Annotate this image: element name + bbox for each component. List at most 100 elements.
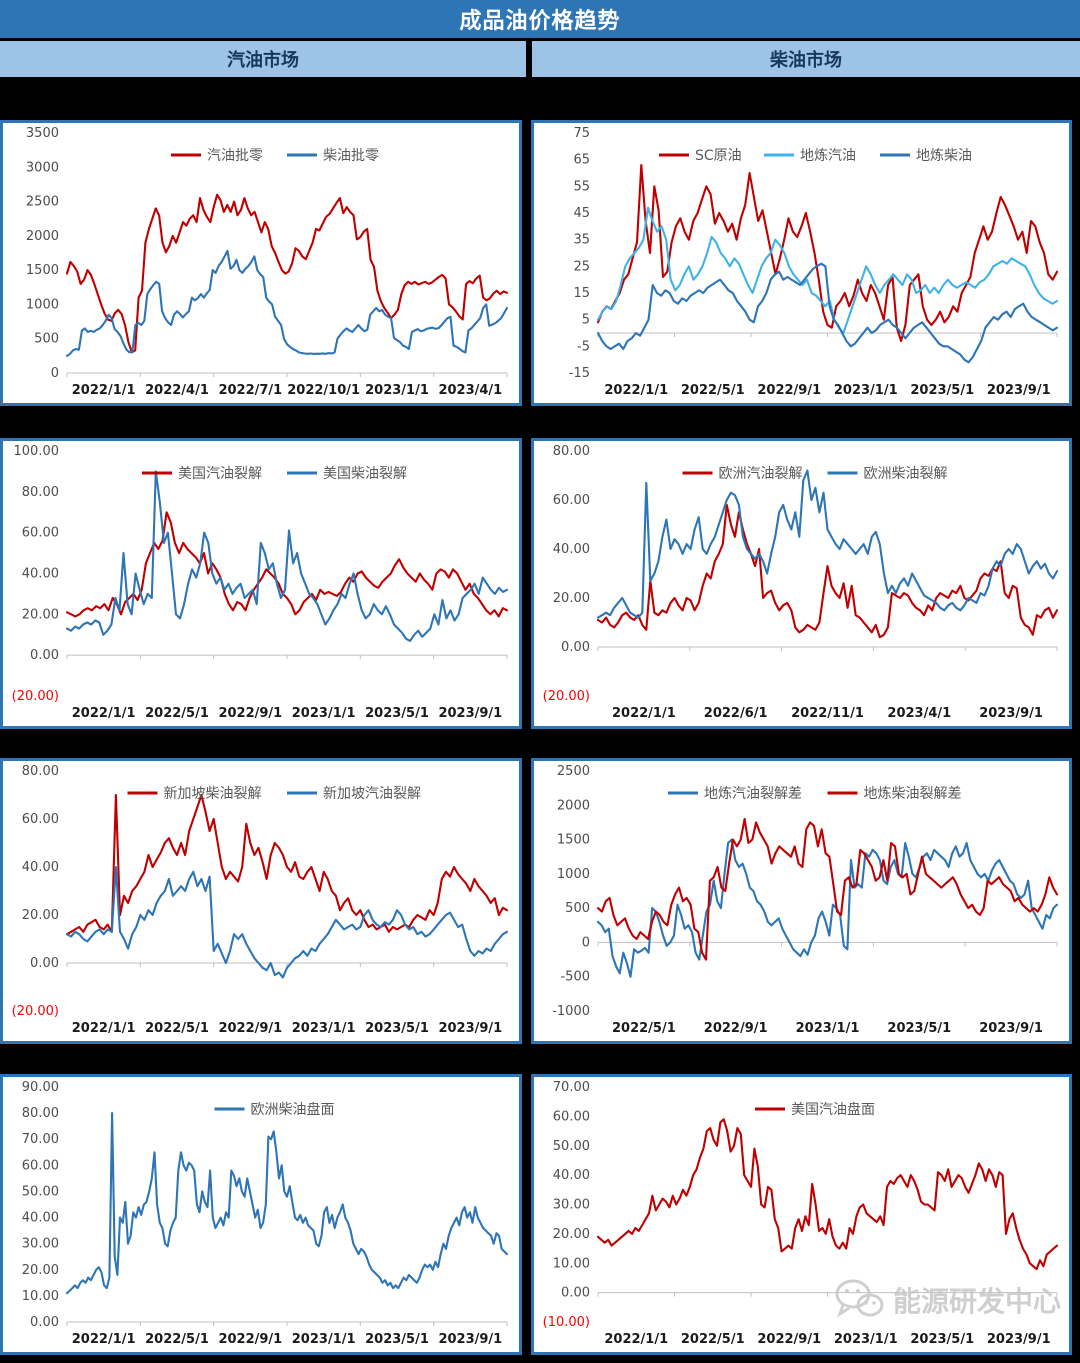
svg-text:2023/1/1: 2023/1/1 — [292, 1021, 356, 1036]
svg-text:2022/1/1: 2022/1/1 — [604, 383, 668, 398]
svg-text:20.00: 20.00 — [22, 1263, 59, 1278]
svg-text:2023/9/1: 2023/9/1 — [987, 383, 1051, 398]
svg-text:2023/1/1: 2023/1/1 — [365, 383, 429, 398]
svg-text:2023/9/1: 2023/9/1 — [438, 1021, 502, 1036]
svg-text:2022/5/1: 2022/5/1 — [145, 1332, 209, 1347]
svg-text:20.00: 20.00 — [553, 1227, 590, 1242]
series-line-地炼汽油 — [596, 206, 1059, 335]
svg-text:40.00: 40.00 — [553, 542, 590, 557]
svg-text:2023/5/1: 2023/5/1 — [365, 1021, 429, 1036]
svg-text:10.00: 10.00 — [553, 1256, 590, 1271]
line-chart-svg: 0.00 10.00 20.00 30.00 40.00 50.00 60.00 70.00 8… — [22, 1080, 509, 1347]
legend: 汽油批零 柴油批零 — [171, 148, 379, 164]
svg-text:0.00: 0.00 — [30, 1315, 59, 1330]
svg-text:40.00: 40.00 — [22, 567, 59, 582]
svg-text:35: 35 — [573, 233, 590, 248]
svg-text:0: 0 — [51, 366, 59, 381]
svg-text:2022/9/1: 2022/9/1 — [218, 1332, 282, 1347]
svg-text:2023/5/1: 2023/5/1 — [910, 383, 974, 398]
x-axis — [66, 962, 508, 967]
svg-text:10.00: 10.00 — [22, 1289, 59, 1304]
svg-text:1500: 1500 — [557, 833, 590, 848]
svg-text:500: 500 — [34, 332, 59, 347]
line-chart-svg: (10.00) 0.00 10.00 20.00 30.00 40.00 50.00 60.0… — [543, 1080, 1059, 1347]
series-line-地炼柴油 — [596, 262, 1059, 364]
svg-text:0.00: 0.00 — [561, 1286, 590, 1301]
series-line-欧洲汽油裂解 — [596, 503, 1059, 639]
svg-text:2022/7/1: 2022/7/1 — [218, 383, 282, 398]
chart-panel-us-gasoline-board: 能源研发中心 (10.00) 0.00 10.00 20.00 30.00 40.00 50… — [531, 1074, 1072, 1355]
svg-text:2022/5/1: 2022/5/1 — [612, 1021, 676, 1036]
svg-text:55: 55 — [573, 179, 590, 194]
svg-text:2000: 2000 — [26, 229, 59, 244]
column-header-gasoline: 汽油市场 — [0, 41, 526, 77]
column-header-diesel: 柴油市场 — [532, 41, 1080, 77]
svg-text:2023/9/1: 2023/9/1 — [979, 706, 1043, 721]
svg-text:3500: 3500 — [26, 126, 59, 141]
svg-text:75: 75 — [573, 126, 590, 141]
legend-label: 地炼柴油 — [916, 148, 972, 164]
svg-text:2022/1/1: 2022/1/1 — [604, 1332, 668, 1347]
y-axis-labels: 0.00 10.00 20.00 30.00 40.00 50.00 60.00 70.00 8… — [22, 1080, 59, 1330]
svg-text:65: 65 — [573, 153, 590, 168]
legend-label: 美国汽油盘面 — [791, 1101, 875, 1118]
series-line-汽油批零 — [65, 193, 509, 354]
series-line-欧洲柴油盘面 — [65, 1112, 509, 1295]
svg-text:2022/9/1: 2022/9/1 — [757, 1332, 821, 1347]
y-axis-labels: (20.00) 0.00 20.00 40.00 60.00 80.00 — [543, 444, 590, 704]
svg-text:2022/9/1: 2022/9/1 — [218, 706, 282, 721]
svg-text:2022/9/1: 2022/9/1 — [757, 383, 821, 398]
svg-text:2023/1/1: 2023/1/1 — [834, 383, 898, 398]
x-axis-labels: 2022/1/1 2022/5/1 2022/9/1 2023/1/1 2023/5/1… — [72, 706, 502, 721]
series-line-新加坡柴油裂解 — [65, 793, 509, 936]
series-line-柴油批零 — [65, 249, 509, 357]
series-line-地炼汽油裂解差 — [596, 838, 1059, 978]
svg-text:2023/4/1: 2023/4/1 — [438, 383, 502, 398]
svg-text:2023/1/1: 2023/1/1 — [796, 1021, 860, 1036]
svg-text:45: 45 — [573, 206, 590, 221]
legend-label: 美国汽油裂解 — [178, 466, 262, 482]
svg-text:2023/5/1: 2023/5/1 — [887, 1021, 951, 1036]
svg-text:25: 25 — [573, 259, 590, 274]
svg-text:20.00: 20.00 — [22, 607, 59, 622]
y-axis-labels: -1000 -500 0 500 1000 1500 2000 2500 — [552, 764, 590, 1019]
page-title: 成品油价格趋势 — [0, 0, 1080, 38]
x-axis-labels: 2022/5/1 2022/9/1 2023/1/1 2023/5/1 2023/9/1 — [612, 1021, 1043, 1036]
svg-text:50.00: 50.00 — [553, 1139, 590, 1154]
svg-text:-5: -5 — [577, 339, 590, 354]
series-line-欧洲柴油裂解 — [596, 469, 1059, 619]
svg-text:(10.00): (10.00) — [543, 1315, 590, 1330]
x-axis-labels: 2022/1/1 2022/6/1 2022/11/1 2023/4/1 2023/9/… — [612, 706, 1043, 721]
x-axis — [597, 646, 1058, 651]
svg-text:2022/10/1: 2022/10/1 — [287, 383, 360, 398]
svg-text:90.00: 90.00 — [22, 1080, 59, 1095]
svg-text:80.00: 80.00 — [22, 1106, 59, 1121]
x-axis-labels: 2022/1/1 2022/5/1 2022/9/1 2023/1/1 2023/5/1… — [72, 1021, 502, 1036]
svg-text:2022/4/1: 2022/4/1 — [145, 383, 209, 398]
svg-text:80.00: 80.00 — [553, 444, 590, 459]
svg-text:60.00: 60.00 — [553, 493, 590, 508]
chart-panel-us-crack: (20.00) 0.00 20.00 40.00 60.00 80.00 100.00 202… — [0, 438, 522, 729]
x-axis-labels: 2022/1/1 2022/4/1 2022/7/1 2022/10/1 2023/1/… — [72, 383, 502, 398]
x-axis — [66, 654, 508, 660]
svg-text:100.00: 100.00 — [14, 444, 60, 459]
svg-text:2022/9/1: 2022/9/1 — [218, 1021, 282, 1036]
svg-text:2022/5/1: 2022/5/1 — [681, 1332, 745, 1347]
chart-panel-refinery-crack-spread: -1000 -500 0 500 1000 1500 2000 2500 2022/5/1 202… — [531, 758, 1072, 1044]
svg-text:2023/1/1: 2023/1/1 — [834, 1332, 898, 1347]
series-line-美国汽油盘面 — [596, 1118, 1059, 1271]
svg-text:2022/1/1: 2022/1/1 — [612, 706, 676, 721]
legend-label: 欧洲柴油盘面 — [251, 1101, 335, 1118]
chart-panel-singapore-crack: (20.00) 0.00 20.00 40.00 60.00 80.00 2022/1/1 2… — [0, 758, 522, 1044]
svg-text:2023/9/1: 2023/9/1 — [438, 706, 502, 721]
svg-text:2022/5/1: 2022/5/1 — [145, 706, 209, 721]
series-line-新加坡汽油裂解 — [65, 865, 509, 979]
svg-text:2023/9/1: 2023/9/1 — [438, 1332, 502, 1347]
x-axis-labels: 2022/1/1 2022/5/1 2022/9/1 2023/1/1 2023/5/1… — [604, 1332, 1050, 1347]
x-axis — [597, 941, 1058, 947]
svg-text:1000: 1000 — [557, 867, 590, 882]
